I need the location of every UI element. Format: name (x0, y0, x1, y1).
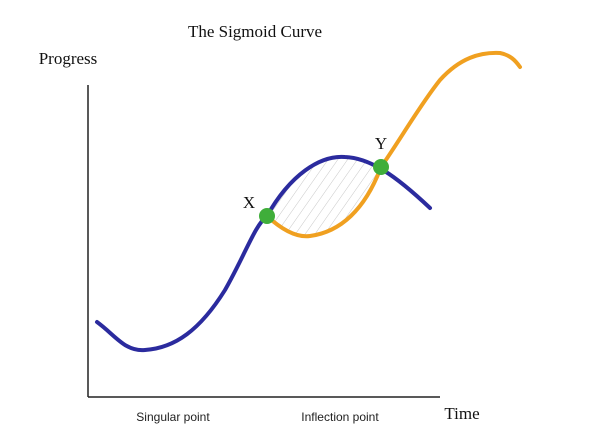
point-label: Y (375, 134, 387, 153)
y-axis-label: Progress (39, 49, 98, 68)
first-curve (95, 154, 432, 353)
point-label: X (243, 193, 255, 212)
title: The Sigmoid Curve (188, 22, 322, 41)
point-x (259, 208, 275, 224)
x-axis-label: Time (444, 404, 479, 423)
point-y (373, 159, 389, 175)
second-curve (265, 50, 522, 239)
annotation: Inflection point (301, 410, 379, 424)
annotation: Singular point (136, 410, 210, 424)
hatched-gap (267, 156, 381, 237)
